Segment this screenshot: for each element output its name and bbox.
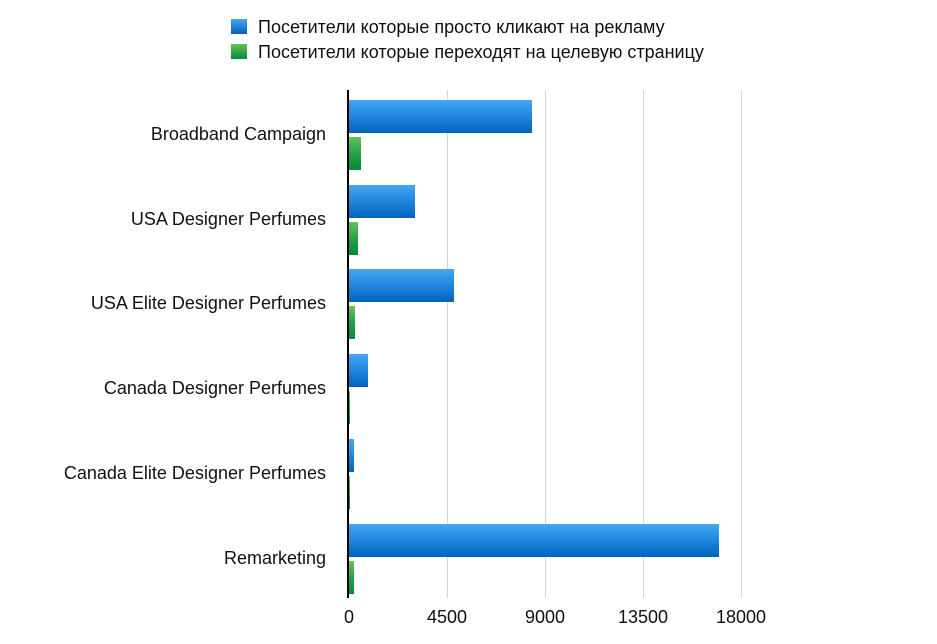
category-label: Canada Elite Designer Perfumes xyxy=(63,463,326,483)
x-tick-label: 0 xyxy=(343,607,355,627)
gridline xyxy=(447,90,448,598)
bar-clicks xyxy=(349,354,368,388)
plot-area xyxy=(347,90,849,598)
bar-landing xyxy=(349,221,358,255)
legend-label: Посетители которые переходят на целевую … xyxy=(258,41,704,62)
legend: Посетители которые просто кликают на рек… xyxy=(231,14,704,64)
bar-landing xyxy=(349,137,361,170)
y-axis-line xyxy=(347,90,349,598)
bar-landing xyxy=(349,306,356,340)
category-label: Remarketing xyxy=(223,548,326,568)
bar-landing xyxy=(349,475,350,509)
legend-swatch-green xyxy=(231,44,247,59)
legend-item-landing: Посетители которые переходят на целевую … xyxy=(231,39,704,64)
gridline xyxy=(741,90,742,598)
x-tick-label: 13500 xyxy=(617,607,669,627)
bar-clicks xyxy=(349,438,354,472)
bar-clicks xyxy=(349,100,532,133)
x-tick-label: 9000 xyxy=(524,607,566,627)
category-label: USA Designer Perfumes xyxy=(130,209,326,229)
bar-clicks xyxy=(349,523,720,557)
legend-swatch-blue xyxy=(231,19,247,34)
legend-label: Посетители которые просто кликают на рек… xyxy=(258,16,665,37)
category-label: Broadband Campaign xyxy=(150,124,326,144)
legend-item-clicks: Посетители которые просто кликают на рек… xyxy=(231,14,704,39)
bar-clicks xyxy=(349,184,416,218)
x-tick-label: 18000 xyxy=(715,607,767,627)
x-tick-label: 4500 xyxy=(426,607,468,627)
bar-clicks xyxy=(349,269,454,303)
category-label: USA Elite Designer Perfumes xyxy=(90,293,326,313)
bar-landing xyxy=(349,560,354,594)
gridline xyxy=(643,90,644,598)
gridline xyxy=(545,90,546,598)
bar-landing xyxy=(349,391,351,425)
category-label: Canada Designer Perfumes xyxy=(103,378,326,398)
